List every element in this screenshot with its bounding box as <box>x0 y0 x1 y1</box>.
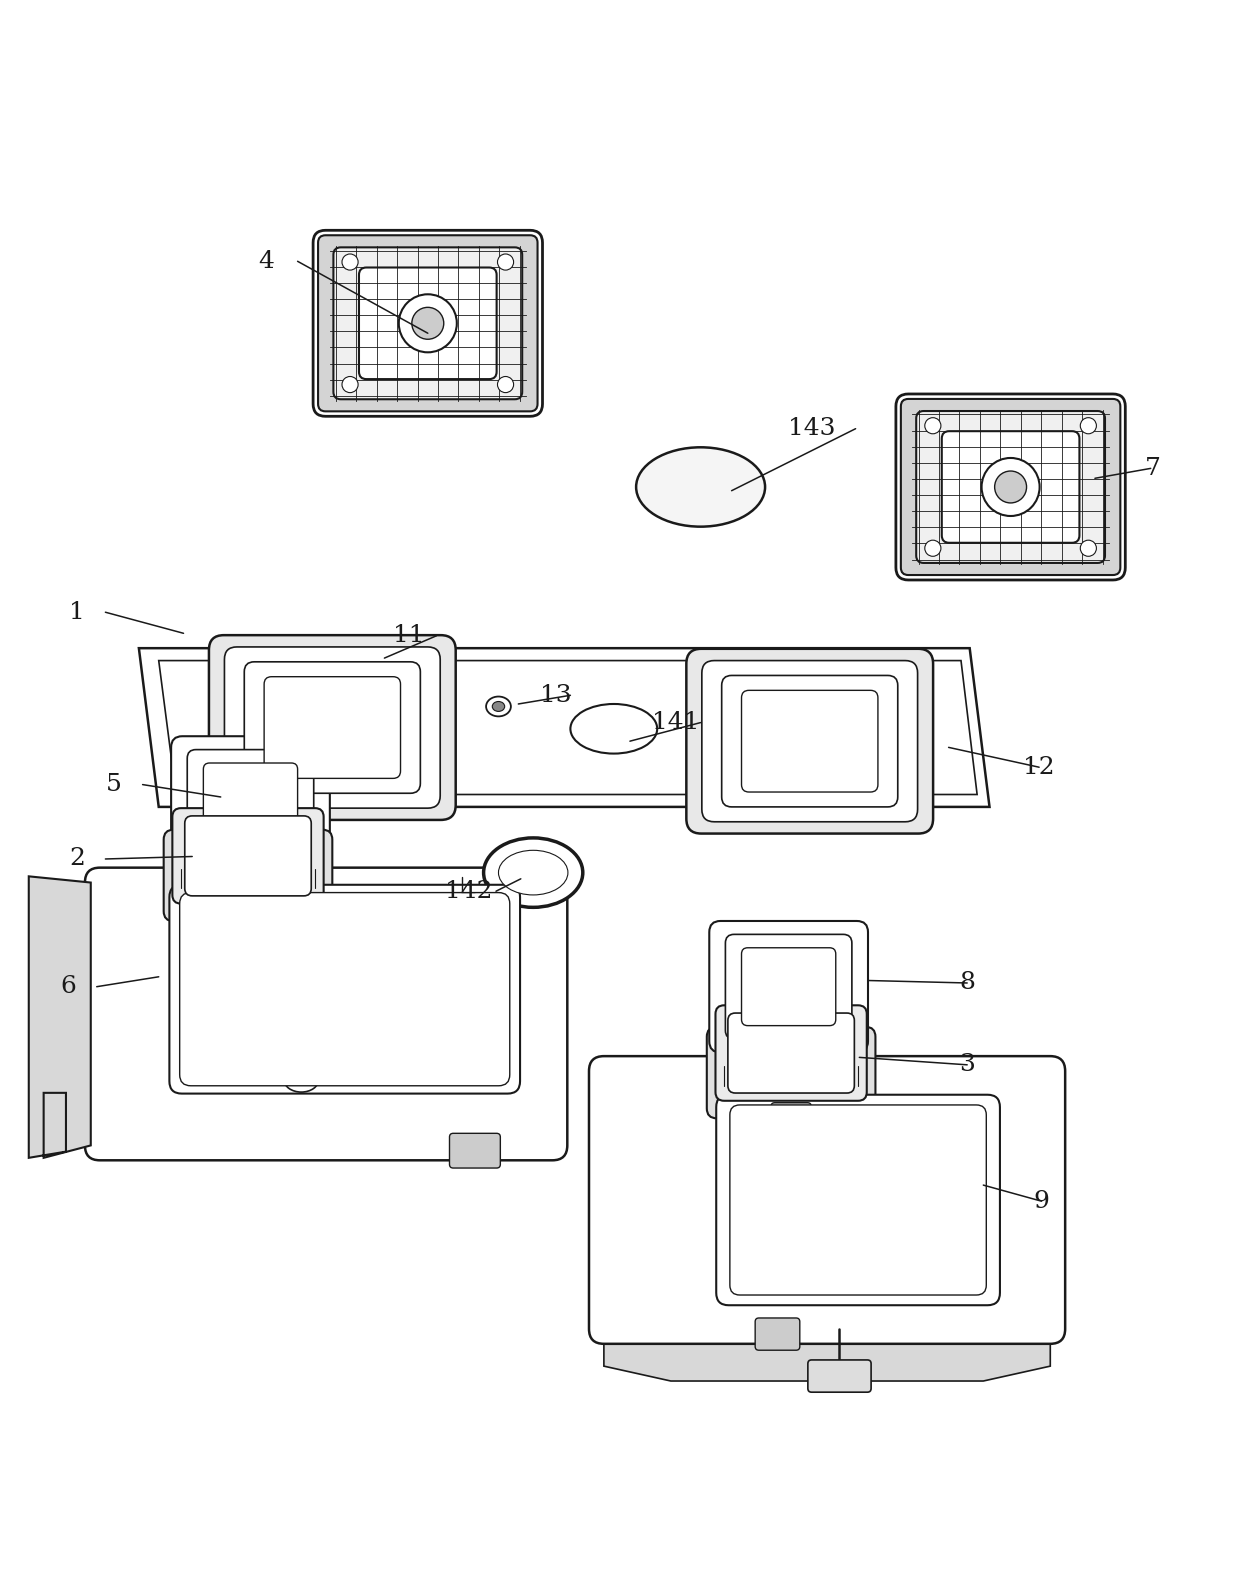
FancyBboxPatch shape <box>224 647 440 809</box>
Text: 4: 4 <box>259 249 274 273</box>
Text: 12: 12 <box>1023 756 1055 779</box>
Text: 142: 142 <box>445 880 492 903</box>
Ellipse shape <box>484 837 583 907</box>
Ellipse shape <box>486 696 511 717</box>
Circle shape <box>1080 540 1096 556</box>
FancyBboxPatch shape <box>187 750 314 855</box>
Circle shape <box>982 458 1039 516</box>
FancyBboxPatch shape <box>244 663 420 793</box>
Ellipse shape <box>498 850 568 895</box>
Ellipse shape <box>492 701 505 712</box>
FancyBboxPatch shape <box>185 815 311 896</box>
FancyBboxPatch shape <box>715 1006 867 1101</box>
Text: 141: 141 <box>652 712 699 734</box>
Text: 1: 1 <box>69 601 84 624</box>
FancyBboxPatch shape <box>771 1103 811 1128</box>
Circle shape <box>497 377 513 392</box>
FancyBboxPatch shape <box>730 1104 986 1295</box>
FancyBboxPatch shape <box>164 829 332 922</box>
FancyBboxPatch shape <box>589 1057 1065 1344</box>
FancyBboxPatch shape <box>709 922 868 1052</box>
FancyBboxPatch shape <box>264 677 401 779</box>
Ellipse shape <box>570 704 657 753</box>
FancyBboxPatch shape <box>171 736 330 868</box>
FancyBboxPatch shape <box>172 809 324 904</box>
Ellipse shape <box>284 1068 319 1092</box>
FancyBboxPatch shape <box>317 235 538 412</box>
Text: 5: 5 <box>107 774 122 796</box>
FancyBboxPatch shape <box>717 1095 999 1305</box>
FancyBboxPatch shape <box>942 431 1079 543</box>
FancyBboxPatch shape <box>742 947 836 1025</box>
FancyBboxPatch shape <box>702 661 918 822</box>
Circle shape <box>342 254 358 270</box>
FancyBboxPatch shape <box>203 763 298 841</box>
Text: 3: 3 <box>960 1054 975 1076</box>
Circle shape <box>497 254 513 270</box>
Text: 13: 13 <box>539 683 572 707</box>
FancyBboxPatch shape <box>687 648 932 834</box>
Circle shape <box>399 294 456 353</box>
Circle shape <box>994 470 1027 504</box>
FancyBboxPatch shape <box>808 1360 872 1392</box>
Circle shape <box>342 377 358 392</box>
FancyBboxPatch shape <box>86 868 568 1160</box>
Text: 7: 7 <box>1146 458 1161 480</box>
FancyBboxPatch shape <box>707 1026 875 1119</box>
FancyBboxPatch shape <box>755 1317 800 1351</box>
FancyBboxPatch shape <box>900 399 1121 575</box>
Circle shape <box>412 307 444 340</box>
Circle shape <box>925 540 941 556</box>
Text: 6: 6 <box>61 976 76 998</box>
FancyBboxPatch shape <box>208 636 456 820</box>
Text: 11: 11 <box>393 624 425 647</box>
Circle shape <box>925 418 941 434</box>
FancyBboxPatch shape <box>360 267 496 380</box>
FancyBboxPatch shape <box>722 675 898 807</box>
Polygon shape <box>604 1328 1050 1381</box>
FancyBboxPatch shape <box>228 906 268 931</box>
Ellipse shape <box>636 447 765 526</box>
Circle shape <box>1080 418 1096 434</box>
FancyBboxPatch shape <box>916 412 1105 563</box>
FancyBboxPatch shape <box>449 1133 500 1168</box>
Text: 8: 8 <box>960 971 975 995</box>
Polygon shape <box>29 877 91 1158</box>
FancyBboxPatch shape <box>170 885 520 1093</box>
Text: 2: 2 <box>69 847 84 871</box>
FancyBboxPatch shape <box>728 1014 854 1093</box>
FancyBboxPatch shape <box>180 893 510 1085</box>
Text: 143: 143 <box>789 418 836 440</box>
FancyBboxPatch shape <box>742 690 878 791</box>
FancyBboxPatch shape <box>725 934 852 1039</box>
Text: 9: 9 <box>1034 1190 1049 1212</box>
FancyBboxPatch shape <box>334 248 522 399</box>
Polygon shape <box>139 648 990 807</box>
